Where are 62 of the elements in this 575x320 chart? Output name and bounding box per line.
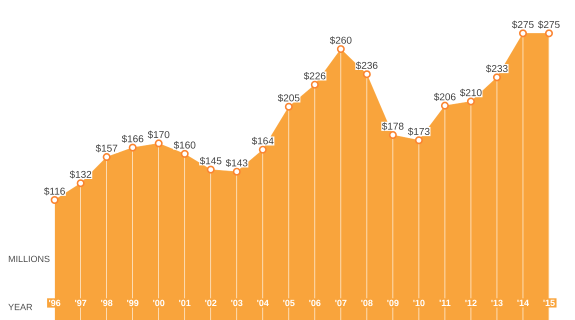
data-label: $260 [330,36,352,44]
point [180,150,189,158]
data-label: $157 [96,144,118,152]
point [388,131,397,139]
point [284,102,293,111]
data-label: $226 [304,72,326,80]
x-tick-label: '09 [387,300,399,306]
data-label: $173 [408,128,430,136]
point [362,70,371,78]
x-tick-label: '15 [543,300,555,306]
point [336,45,345,54]
data-label: $205 [278,94,300,102]
data-label: $116 [44,187,65,196]
point [50,196,59,204]
data-label: $145 [200,156,222,165]
x-tick-label: '05 [283,300,295,306]
point [545,29,553,38]
data-label: $206 [434,92,456,101]
x-tick-label: '01 [179,300,191,306]
data-label: $275 [512,20,534,29]
x-tick-label: '98 [101,300,112,306]
data-label: $170 [148,130,170,139]
x-tick-label: '99 [127,300,138,306]
point [102,153,111,162]
point [492,73,501,82]
data-label: $160 [174,141,196,150]
point [310,80,319,89]
data-label: $166 [122,134,144,143]
x-tick-label: '04 [257,300,269,306]
x-tick-label: '96 [49,300,60,306]
data-label: $236 [356,61,378,70]
data-label: $275 [538,20,560,29]
x-tick-label: '14 [517,300,529,306]
y-axis-title: MILLIONS [8,256,50,262]
x-tick-label: '00 [153,300,164,306]
x-tick-label: '08 [361,300,373,306]
x-tick-label: '07 [335,300,346,306]
x-tick-label: '11 [440,300,450,306]
data-label: $164 [252,136,274,145]
point [128,144,137,152]
point [414,136,423,144]
point [518,29,527,38]
point [76,179,85,188]
x-axis-title: YEAR [8,304,32,310]
point [206,166,215,174]
point [258,146,267,154]
data-label: $132 [70,170,92,179]
point [232,168,241,176]
data-label: $178 [382,122,404,130]
data-label: $233 [486,64,508,73]
x-tick-label: '03 [231,300,242,306]
x-tick-label: '12 [465,300,477,306]
x-tick-label: '10 [413,300,425,306]
data-label: $210 [460,88,482,97]
point [440,102,449,110]
x-tick-label: '02 [205,300,216,306]
point [154,139,163,148]
x-tick-label: '13 [491,300,503,306]
point [466,97,475,106]
data-label: $143 [226,158,248,168]
x-tick-label: '06 [309,300,321,306]
x-tick-label: '97 [75,300,86,306]
